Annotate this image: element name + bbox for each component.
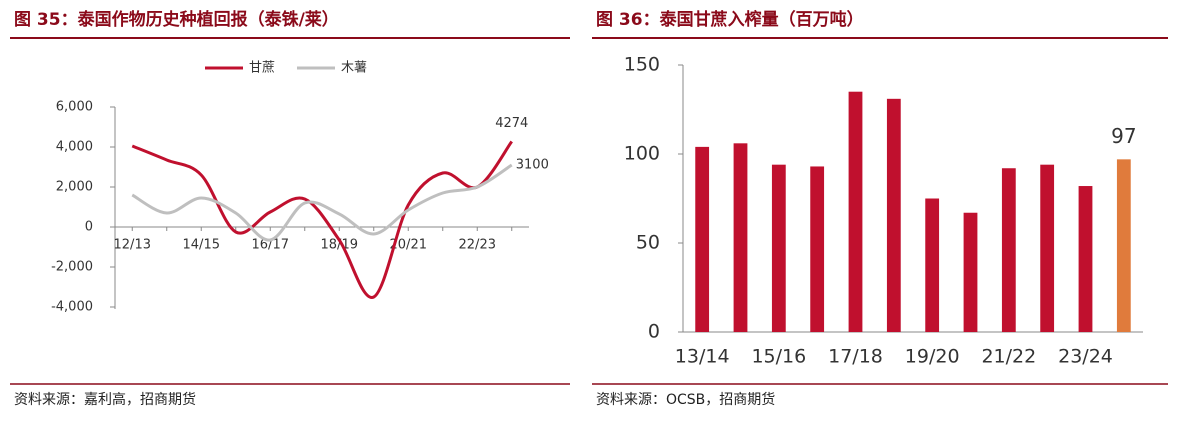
x-tick-label: 16/17: [252, 238, 289, 253]
x-tick-label: 15/16: [751, 346, 806, 368]
line: [131, 163, 513, 242]
bar: [1078, 186, 1093, 332]
y-tick-label: 4,000: [56, 140, 93, 155]
bar: [886, 98, 901, 332]
bar: [733, 143, 748, 332]
x-tick-label: 21/22: [981, 346, 1036, 368]
bar: [1040, 164, 1055, 332]
data-label: 97: [1111, 124, 1136, 148]
legend-label: 甘蔗: [249, 61, 275, 76]
y-tick-label: -2,000: [51, 260, 93, 275]
chart-title: 图 36：泰国甘蔗入榨量（百万吨）: [596, 9, 864, 30]
data-label: 4274: [495, 116, 528, 131]
bar: [771, 164, 786, 332]
bar: [848, 91, 863, 332]
y-tick-label: 0: [648, 321, 660, 343]
x-tick-label: 13/14: [675, 346, 730, 368]
x-tick-label: 12/13: [114, 238, 151, 253]
y-tick-label: 6,000: [56, 100, 93, 115]
y-tick-label: 100: [624, 143, 660, 165]
x-tick-label: 19/20: [905, 346, 960, 368]
x-tick-label: 20/21: [390, 238, 427, 253]
bar: [925, 198, 940, 332]
bar: [1116, 159, 1131, 332]
x-tick-label: 23/24: [1058, 346, 1113, 368]
y-tick-label: 0: [85, 220, 93, 235]
x-tick-label: 14/15: [183, 238, 220, 253]
source: 资料来源：OCSB，招商期货: [596, 391, 775, 408]
data-label: 3100: [516, 158, 549, 173]
bar: [963, 212, 978, 332]
line: [131, 140, 513, 299]
x-tick-label: 17/18: [828, 346, 883, 368]
legend-label: 木薯: [341, 61, 367, 76]
bar: [695, 146, 710, 332]
x-tick-label: 18/19: [321, 238, 358, 253]
y-tick-label: 150: [624, 54, 660, 76]
x-tick-label: 22/23: [459, 238, 496, 253]
y-tick-label: -4,000: [51, 300, 93, 315]
y-tick-label: 50: [636, 232, 660, 254]
y-tick-label: 2,000: [56, 180, 93, 195]
bar: [1001, 168, 1016, 332]
source: 资料来源：嘉利高，招商期货: [14, 391, 196, 408]
bar: [810, 166, 825, 332]
chart-title: 图 35：泰国作物历史种植回报（泰铢/莱）: [14, 9, 339, 30]
